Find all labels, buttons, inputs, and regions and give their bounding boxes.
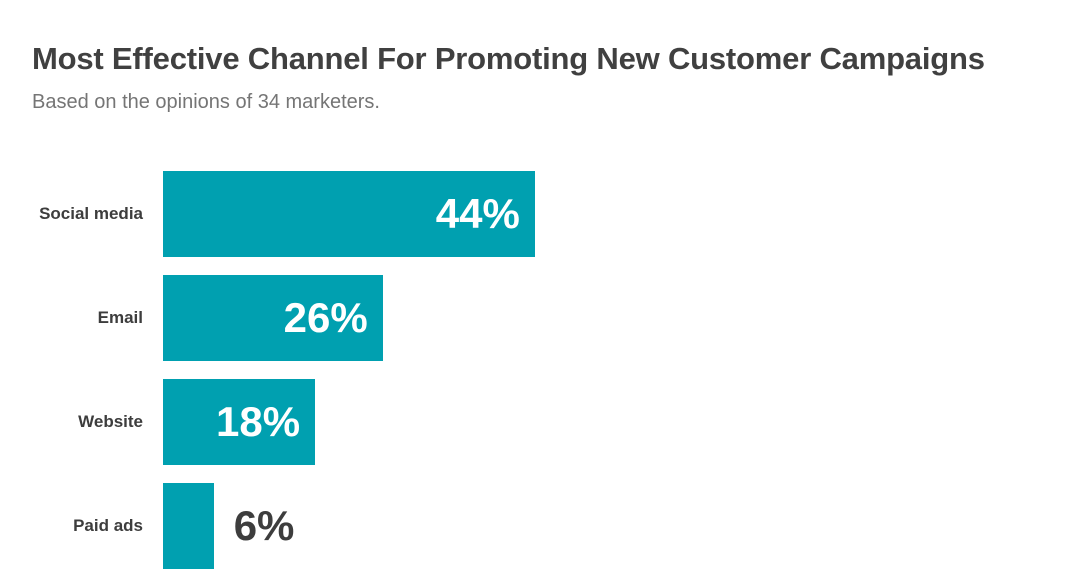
value-label-paid-ads: 6% (233, 502, 295, 550)
value-label-website: 18% (216, 398, 301, 446)
bar-email: 26% (163, 275, 383, 362)
chart-subtitle: Based on the opinions of 34 marketers. (32, 91, 380, 114)
chart-row-email: Email 26% (0, 275, 1090, 362)
category-label-email: Email (97, 308, 143, 328)
category-label-social-media: Social media (39, 204, 143, 224)
category-label-paid-ads: Paid ads (73, 516, 143, 536)
value-label-social-media: 44% (435, 190, 520, 238)
chart-row-social-media: Social media 44% (0, 171, 1090, 258)
bar-social-media: 44% (163, 171, 535, 258)
category-label-website: Website (78, 412, 143, 432)
bar-area-social-media: 44% (163, 171, 1090, 258)
horizontal-bar-chart: Social media 44% Email 26% Website 18% Paid ad… (0, 171, 1090, 570)
chart-row-website: Website 18% (0, 379, 1090, 466)
chart-title: Most Effective Channel For Promoting New… (32, 41, 985, 76)
bar-area-email: 26% (163, 275, 1090, 362)
bar-website: 18% (163, 379, 316, 466)
chart-row-paid-ads: Paid ads 6% (0, 483, 1090, 570)
bar-area-website: 18% (163, 379, 1090, 466)
bar-area-paid-ads: 6% (163, 483, 1090, 570)
value-label-email: 26% (283, 294, 368, 342)
bar-paid-ads (163, 483, 214, 570)
